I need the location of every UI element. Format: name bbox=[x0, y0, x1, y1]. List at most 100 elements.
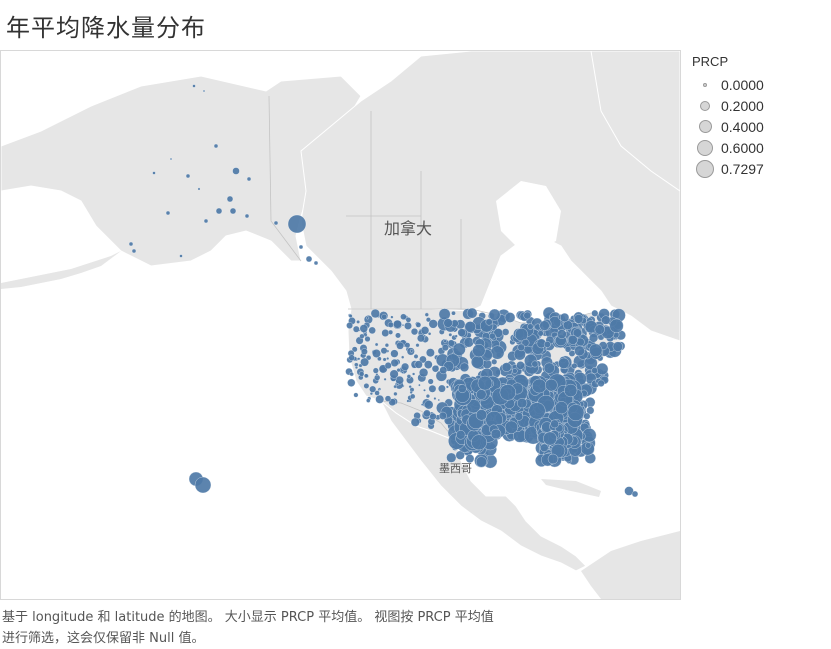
station-point[interactable] bbox=[490, 345, 505, 360]
station-point[interactable] bbox=[443, 339, 447, 343]
station-point[interactable] bbox=[406, 374, 412, 379]
station-point[interactable] bbox=[543, 341, 551, 348]
station-point[interactable] bbox=[528, 402, 546, 420]
station-point[interactable] bbox=[232, 167, 240, 175]
station-point[interactable] bbox=[356, 320, 360, 324]
station-point[interactable] bbox=[390, 349, 399, 358]
station-point[interactable] bbox=[521, 338, 530, 347]
station-point[interactable] bbox=[410, 417, 420, 427]
station-point[interactable] bbox=[374, 390, 380, 396]
station-point[interactable] bbox=[369, 392, 373, 396]
station-point[interactable] bbox=[396, 341, 404, 350]
station-point[interactable] bbox=[585, 442, 592, 449]
station-point[interactable] bbox=[594, 324, 605, 335]
station-point[interactable] bbox=[539, 320, 550, 331]
station-point[interactable] bbox=[463, 337, 474, 348]
station-point[interactable] bbox=[192, 84, 196, 88]
station-point[interactable] bbox=[381, 329, 390, 337]
station-point[interactable] bbox=[523, 311, 532, 320]
station-point[interactable] bbox=[410, 393, 416, 400]
station-point[interactable] bbox=[401, 355, 405, 359]
station-point[interactable] bbox=[384, 343, 389, 348]
station-point[interactable] bbox=[427, 378, 434, 385]
station-point[interactable] bbox=[408, 385, 412, 389]
station-point[interactable] bbox=[423, 388, 426, 392]
station-point[interactable] bbox=[531, 360, 539, 368]
station-point[interactable] bbox=[404, 322, 412, 330]
station-point[interactable] bbox=[597, 379, 605, 387]
station-point[interactable] bbox=[346, 322, 353, 329]
station-point[interactable] bbox=[359, 324, 368, 333]
station-point[interactable] bbox=[571, 362, 578, 369]
station-point[interactable] bbox=[491, 358, 498, 365]
station-point[interactable] bbox=[427, 332, 432, 336]
station-point[interactable] bbox=[226, 195, 234, 203]
station-point[interactable] bbox=[384, 362, 392, 369]
station-point[interactable] bbox=[485, 318, 493, 326]
station-point[interactable] bbox=[387, 321, 394, 328]
station-point[interactable] bbox=[429, 412, 437, 421]
station-point[interactable] bbox=[401, 323, 405, 327]
station-point[interactable] bbox=[401, 371, 404, 374]
station-point[interactable] bbox=[596, 362, 609, 376]
station-point[interactable] bbox=[363, 373, 369, 379]
station-point[interactable] bbox=[400, 313, 407, 320]
station-point[interactable] bbox=[393, 391, 398, 396]
station-point[interactable] bbox=[381, 313, 388, 320]
station-point[interactable] bbox=[390, 358, 399, 367]
station-point[interactable] bbox=[131, 248, 137, 254]
station-point[interactable] bbox=[128, 241, 134, 247]
station-point[interactable] bbox=[490, 428, 502, 440]
station-point[interactable] bbox=[363, 383, 370, 389]
station-point[interactable] bbox=[472, 344, 486, 358]
station-point[interactable] bbox=[532, 378, 547, 394]
station-point[interactable] bbox=[448, 332, 453, 337]
station-point[interactable] bbox=[396, 368, 401, 373]
station-point[interactable] bbox=[410, 328, 419, 336]
station-point[interactable] bbox=[452, 342, 466, 356]
station-point[interactable] bbox=[517, 343, 525, 352]
station-point[interactable] bbox=[501, 362, 512, 372]
station-point[interactable] bbox=[438, 411, 447, 420]
station-point[interactable] bbox=[152, 171, 156, 175]
station-point[interactable] bbox=[390, 315, 394, 319]
station-point[interactable] bbox=[424, 360, 433, 369]
station-point[interactable] bbox=[360, 357, 369, 367]
station-point[interactable] bbox=[372, 367, 379, 374]
station-point[interactable] bbox=[631, 490, 639, 498]
station-point[interactable] bbox=[366, 398, 371, 403]
station-point[interactable] bbox=[244, 213, 250, 219]
station-point[interactable] bbox=[437, 398, 440, 402]
station-point[interactable] bbox=[504, 312, 516, 323]
station-point[interactable] bbox=[441, 344, 449, 352]
station-point[interactable] bbox=[364, 336, 371, 342]
station-point[interactable] bbox=[415, 322, 422, 328]
station-point[interactable] bbox=[609, 318, 624, 333]
station-point[interactable] bbox=[425, 394, 430, 399]
station-point[interactable] bbox=[409, 390, 413, 394]
station-point[interactable] bbox=[589, 343, 603, 357]
station-point[interactable] bbox=[489, 332, 496, 340]
station-point[interactable] bbox=[273, 220, 279, 226]
station-point[interactable] bbox=[420, 326, 430, 335]
station-point[interactable] bbox=[591, 367, 598, 374]
station-point[interactable] bbox=[601, 315, 611, 325]
station-point[interactable] bbox=[348, 354, 355, 361]
station-point[interactable] bbox=[349, 371, 354, 377]
station-point[interactable] bbox=[517, 398, 528, 409]
station-point[interactable] bbox=[393, 319, 402, 329]
station-point[interactable] bbox=[351, 346, 358, 353]
station-point[interactable] bbox=[456, 430, 466, 440]
station-point[interactable] bbox=[547, 453, 559, 465]
station-point[interactable] bbox=[475, 409, 488, 421]
station-point[interactable] bbox=[516, 361, 525, 370]
station-point[interactable] bbox=[374, 342, 379, 347]
station-point[interactable] bbox=[466, 399, 481, 414]
station-point[interactable] bbox=[352, 325, 360, 333]
station-point[interactable] bbox=[396, 383, 399, 386]
station-point[interactable] bbox=[447, 339, 455, 347]
station-point[interactable] bbox=[545, 378, 558, 392]
station-point[interactable] bbox=[424, 400, 434, 410]
station-point[interactable] bbox=[357, 357, 361, 361]
station-point[interactable] bbox=[372, 349, 381, 358]
